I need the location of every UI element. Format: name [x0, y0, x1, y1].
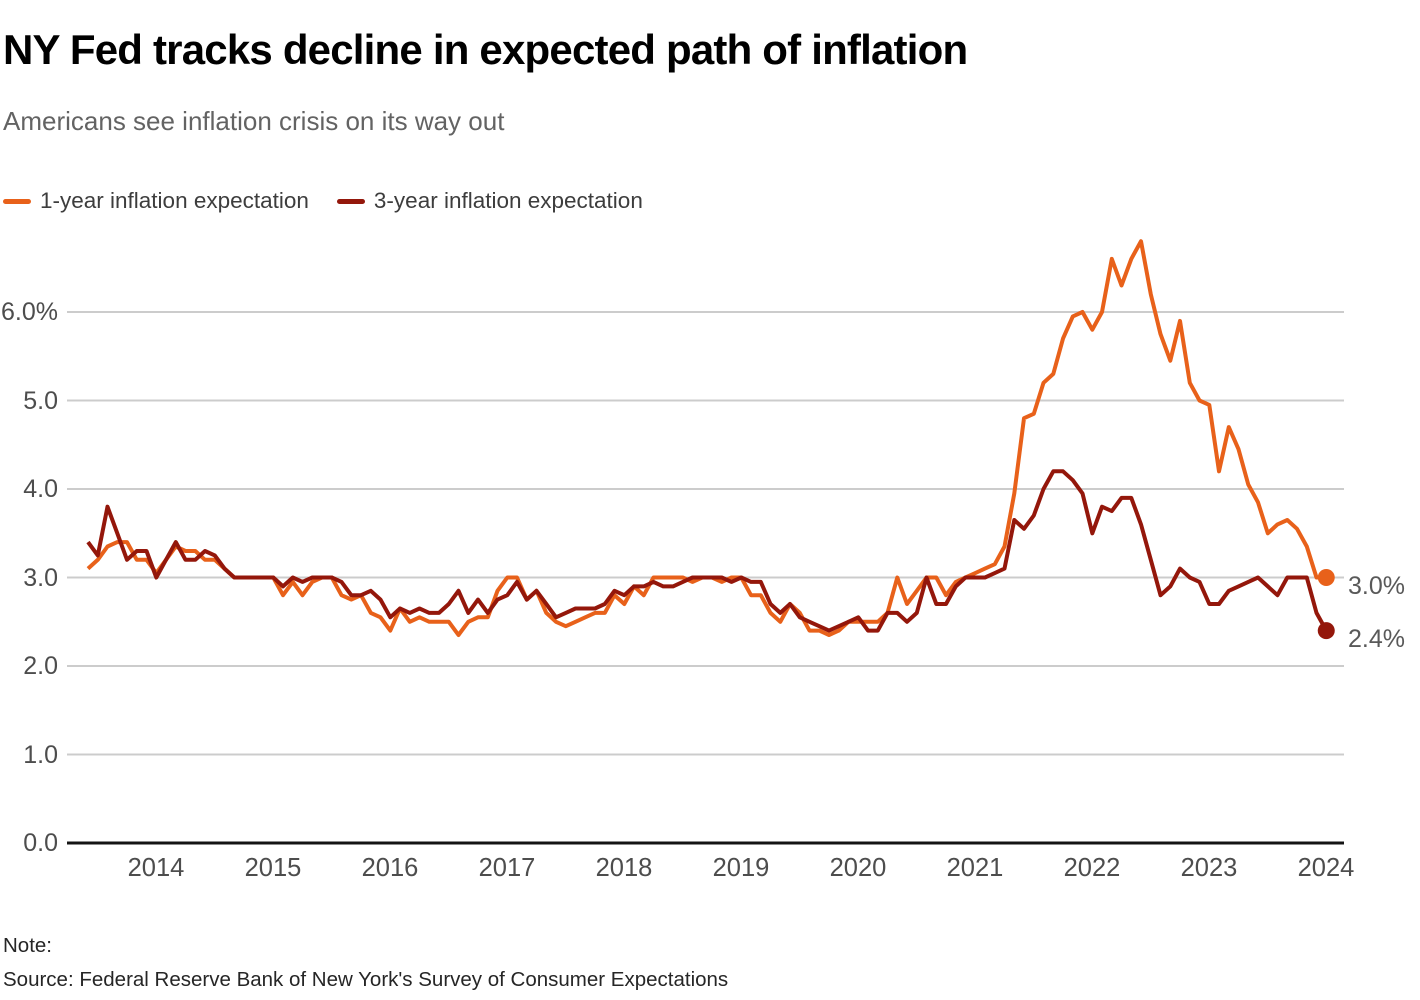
legend-label-3-year: 3-year inflation expectation [373, 188, 643, 213]
legend-item-3-year: 3-year inflation expectation [336, 188, 643, 214]
source-label: Source: Federal Reserve Bank of New York… [3, 968, 729, 991]
line-3-year-expectation [86, 469, 1329, 633]
legend-swatch-1-year-icon [3, 198, 31, 204]
page-subtitle: Americans see inflation crisis on its wa… [3, 106, 505, 136]
legend-label-1-year: 1-year inflation expectation [40, 188, 309, 213]
end-dot-1-year [1317, 569, 1335, 586]
page-title: NY Fed tracks decline in expected path o… [3, 26, 968, 73]
note-label: Note: [3, 934, 52, 957]
legend-swatch-3-year-icon [336, 198, 365, 204]
legend: 1-year inflation expectation 3-year infl… [3, 188, 643, 214]
legend-item-1-year: 1-year inflation expectation [3, 188, 309, 214]
end-dot-3-year [1317, 622, 1335, 640]
